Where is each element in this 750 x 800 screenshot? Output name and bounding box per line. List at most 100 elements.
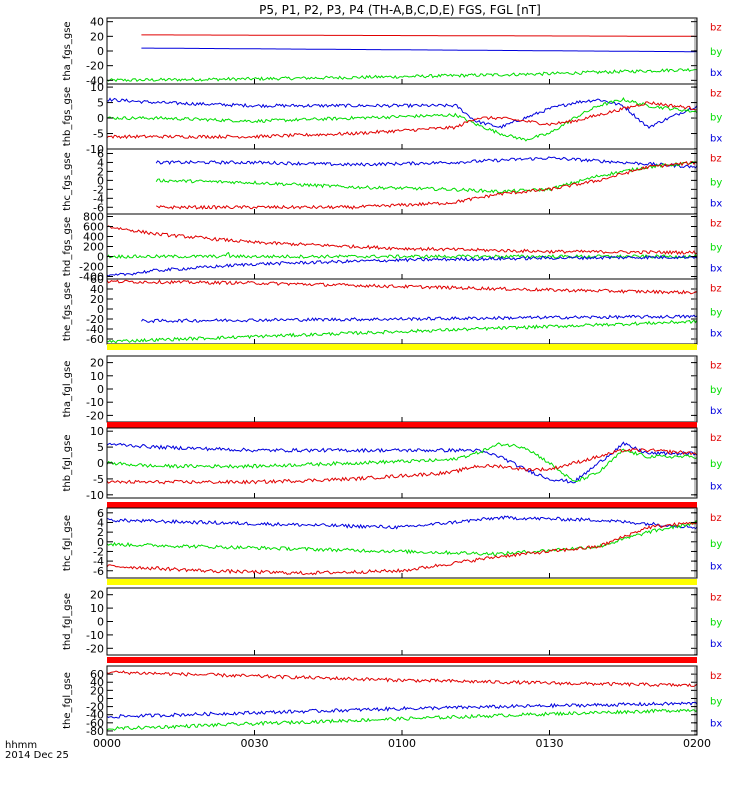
y-tick-label: 0 [97, 45, 104, 58]
y-axis-label: thc_fgl_gse [62, 515, 73, 571]
legend-bz: bz [710, 23, 722, 34]
x-axis-label-line2: 2014 Dec 25 [5, 750, 69, 761]
legend-bz: bz [710, 88, 722, 99]
legend-bx: bx [710, 719, 722, 730]
x-tick-label: 0200 [683, 737, 711, 750]
series-by [106, 708, 698, 731]
y-tick-label: 10 [90, 602, 104, 615]
x-tick-label: 0100 [388, 737, 416, 750]
series-by [155, 161, 698, 194]
y-tick-label: -4 [93, 192, 104, 205]
legend-by: by [710, 618, 722, 629]
series-bx [106, 441, 698, 484]
legend-bx: bx [710, 198, 722, 209]
y-tick-label: 6 [97, 507, 104, 520]
panel-frame [106, 665, 698, 736]
panel-frame [106, 587, 698, 656]
y-axis-label: tha_fgl_gse [62, 361, 73, 418]
y-axis-label: the_fgs_gse [62, 282, 73, 341]
data-coverage-bar-red [107, 657, 697, 663]
y-tick-label: 40 [90, 16, 104, 29]
legend-by: by [710, 539, 722, 550]
y-tick-label: 800 [83, 211, 104, 224]
panel-thb_fgl_gse: 10 5 0 -5 -10 thb_fgl_gse bz by bx [62, 422, 722, 502]
y-tick-label: 0 [97, 692, 104, 705]
data-coverage-bar-yellow [107, 579, 697, 585]
y-axis-label: thd_fgl_gse [62, 593, 73, 650]
series-bz [106, 520, 698, 576]
legend-bz: bz [710, 671, 722, 682]
y-tick-label: 40 [90, 283, 104, 296]
y-tick-label: -20 [86, 313, 104, 326]
legend-by: by [710, 459, 722, 470]
y-tick-label: -200 [79, 261, 104, 274]
legend-bx: bx [710, 561, 722, 572]
series-bx [106, 97, 698, 129]
y-tick-label: -40 [86, 709, 104, 722]
legend-by: by [710, 308, 722, 319]
panel-thb_fgs_gse: 10 5 0 -5 -10 thb_fgs_gse bz by bx [62, 81, 722, 156]
y-tick-label: 400 [83, 231, 104, 244]
y-tick-label: 0 [97, 383, 104, 396]
y-tick-label: -60 [86, 717, 104, 730]
y-tick-label: -20 [86, 642, 104, 655]
y-tick-label: -4 [93, 555, 104, 568]
legend-bz: bz [710, 153, 722, 164]
y-tick-label: -20 [86, 701, 104, 714]
y-tick-label: 4 [97, 516, 104, 529]
x-tick-label: 0130 [536, 737, 564, 750]
series-bx [141, 314, 698, 324]
series-bx [106, 701, 698, 719]
series-bz [106, 101, 698, 140]
series-bz [106, 225, 698, 255]
legend-bz: bz [710, 361, 722, 372]
series-bz [106, 279, 698, 295]
y-tick-label: 40 [90, 676, 104, 689]
legend-bx: bx [710, 406, 722, 417]
legend-by: by [710, 385, 722, 396]
series-by [106, 96, 698, 142]
legend-bx: bx [710, 68, 722, 79]
legend-by: by [710, 243, 722, 254]
y-tick-label: 0 [97, 303, 104, 316]
y-tick-label: -6 [93, 565, 104, 578]
data-coverage-bar-red [107, 422, 697, 428]
y-tick-label: 2 [97, 165, 104, 178]
legend-by: by [710, 113, 722, 124]
y-tick-label: 4 [97, 156, 104, 169]
legend-bx: bx [710, 263, 722, 274]
y-axis-label: tha_fgs_gse [62, 21, 73, 80]
y-tick-label: 20 [90, 357, 104, 370]
y-tick-label: 20 [90, 30, 104, 43]
y-axis-label: thc_fgs_gse [62, 152, 73, 211]
x-axis-label-line1: hhmm [5, 740, 37, 751]
y-tick-label: -10 [86, 143, 104, 156]
y-tick-label: -60 [86, 333, 104, 346]
y-tick-label: 200 [83, 241, 104, 254]
y-tick-label: -20 [86, 409, 104, 422]
x-tick-label: 0030 [241, 737, 269, 750]
y-tick-label: -80 [86, 725, 104, 738]
x-axis: 0000 0030 0100 0130 0200 [93, 737, 711, 750]
y-tick-label: 20 [90, 293, 104, 306]
series-by [106, 319, 698, 344]
x-tick-label: 0000 [93, 737, 121, 750]
legend-bz: bz [710, 593, 722, 604]
y-tick-label: -5 [93, 473, 104, 486]
legend-by: by [710, 178, 722, 189]
legend-by: by [710, 47, 722, 58]
series-bx [106, 515, 698, 530]
y-tick-label: 0 [97, 457, 104, 470]
y-tick-label: -10 [86, 396, 104, 409]
y-tick-label: -5 [93, 128, 104, 141]
y-tick-label: -2 [93, 183, 104, 196]
legend-bz: bz [710, 218, 722, 229]
y-tick-label: 5 [97, 441, 104, 454]
y-tick-label: 0 [97, 616, 104, 629]
y-tick-label: 20 [90, 684, 104, 697]
panel-frame [106, 355, 698, 423]
series-bx [106, 254, 698, 277]
